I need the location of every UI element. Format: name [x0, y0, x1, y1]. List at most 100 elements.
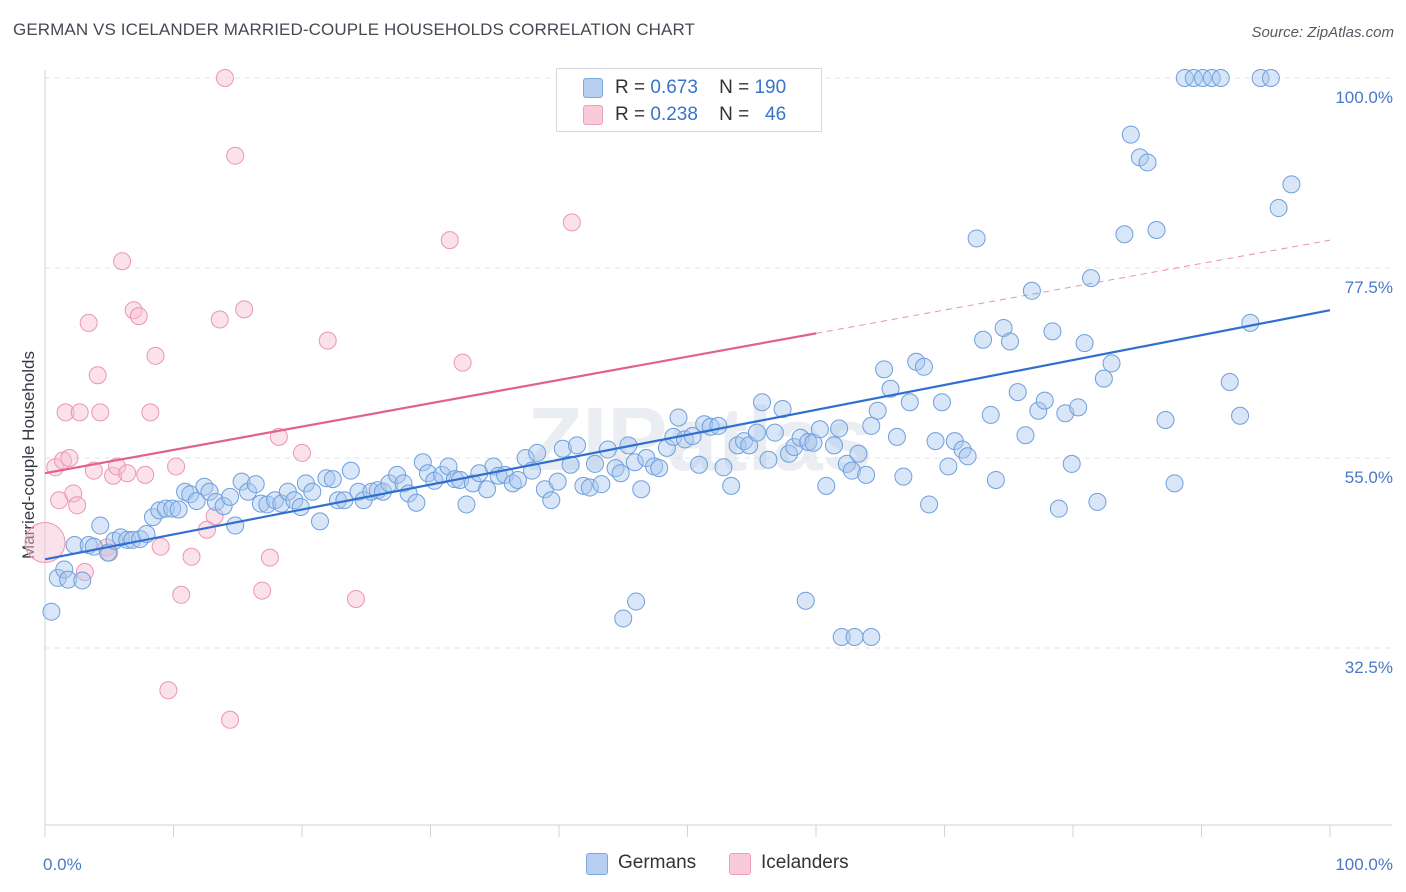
german-point	[341, 461, 360, 480]
icelander-point	[60, 449, 79, 467]
german-point	[1261, 69, 1280, 87]
german-point	[759, 450, 778, 469]
y-axis-label: Married-couple Households	[19, 351, 38, 559]
german-point	[156, 499, 175, 518]
german-point	[349, 482, 368, 501]
y-tick-labels: 100.0% 77.5% 55.0% 32.5%	[1335, 88, 1393, 677]
icelander-point	[68, 496, 87, 515]
german-point	[914, 357, 933, 376]
german-point	[553, 439, 572, 458]
german-point	[785, 438, 804, 457]
german-point	[986, 470, 1005, 489]
german-point	[580, 478, 599, 497]
icelander-point	[124, 301, 143, 320]
german-point	[868, 401, 887, 420]
german-point	[1269, 199, 1288, 218]
icelander-point	[440, 231, 459, 250]
german-point	[832, 628, 851, 647]
icelander-point	[235, 300, 254, 319]
y-tick-label-3: 32.5%	[1345, 658, 1393, 677]
german-point	[722, 476, 741, 495]
german-point	[232, 472, 251, 491]
icelander-point	[91, 403, 110, 422]
german-point	[1069, 398, 1088, 417]
german-point	[1029, 401, 1048, 420]
german-point	[627, 592, 646, 611]
icelander-point	[151, 537, 170, 556]
german-point	[625, 453, 644, 472]
german-point	[926, 432, 945, 451]
icelander-point	[56, 403, 75, 422]
german-point	[845, 628, 864, 647]
german-point	[773, 400, 792, 419]
icelander-point	[24, 521, 66, 563]
icelander-point	[79, 313, 98, 332]
german-point	[1081, 269, 1100, 288]
icelander-point	[104, 466, 123, 485]
german-point	[817, 476, 836, 495]
icelander-point	[113, 252, 132, 271]
german-point	[574, 476, 593, 495]
german-point	[1088, 492, 1107, 511]
x-tick-label-1: 100.0%	[1335, 855, 1393, 874]
german-point	[508, 470, 527, 489]
y-tick-label-0: 100.0%	[1335, 88, 1393, 107]
german-point	[606, 459, 625, 478]
icelander-point	[172, 585, 191, 604]
german-point	[796, 591, 815, 610]
german-point	[958, 447, 977, 466]
german-point	[747, 423, 766, 442]
icelander-point	[129, 307, 148, 326]
icelander-point	[107, 457, 126, 476]
german-point	[1165, 474, 1184, 493]
icelander-point	[215, 69, 234, 87]
icelander-point	[226, 146, 245, 165]
german-point	[1251, 69, 1270, 87]
german-point	[830, 419, 849, 438]
german-point	[1138, 153, 1157, 172]
german-point	[849, 444, 868, 463]
icelander-point	[136, 465, 155, 484]
german-point	[1147, 221, 1166, 239]
german-point	[418, 464, 437, 483]
germans-swatch	[583, 78, 603, 98]
german-point	[690, 455, 709, 474]
icelander-point	[70, 403, 89, 422]
icelander-point	[182, 547, 201, 566]
german-point	[1231, 406, 1250, 425]
german-point	[1282, 175, 1301, 194]
german-point	[857, 465, 876, 484]
icelander-point	[253, 581, 272, 600]
german-point	[1062, 454, 1081, 473]
icelanders-legend-label: Icelanders	[761, 852, 849, 873]
german-point	[669, 408, 688, 427]
german-point	[881, 379, 900, 398]
german-point	[163, 499, 182, 518]
icelander-point	[118, 464, 137, 483]
german-point	[214, 497, 233, 516]
german-point	[753, 393, 772, 412]
german-point	[169, 500, 188, 519]
y-tick-label-1: 77.5%	[1345, 278, 1393, 297]
german-point	[887, 427, 906, 446]
german-point	[920, 495, 939, 514]
icelander-point	[159, 681, 178, 700]
german-point	[457, 495, 476, 514]
german-point	[1043, 322, 1062, 341]
german-point	[1102, 354, 1121, 373]
german-point	[1220, 373, 1239, 391]
icelander-point	[84, 461, 103, 480]
german-point	[226, 516, 245, 535]
icelanders-r-value: 0.238	[650, 104, 698, 125]
germans-trend-line	[44, 309, 1331, 561]
german-point	[251, 494, 270, 513]
german-point	[42, 602, 61, 621]
german-point	[614, 609, 633, 628]
german-point	[585, 454, 604, 473]
legend-row-germans: R = 0.673 N = 190	[557, 75, 821, 101]
german-point	[394, 474, 413, 493]
german-point	[59, 570, 78, 589]
german-point	[894, 467, 913, 486]
icelander-point	[146, 346, 165, 365]
source-label: Source: ZipAtlas.com	[1251, 24, 1394, 41]
